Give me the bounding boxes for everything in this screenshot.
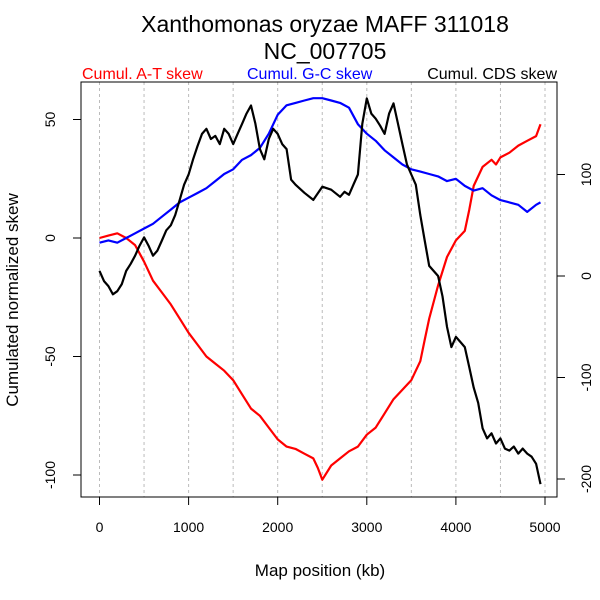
x-tick-label: 3000 <box>351 519 382 535</box>
chart-subtitle: NC_007705 <box>264 38 387 64</box>
series-line-cumul-a-t-skew <box>99 123 542 481</box>
x-tick-label: 0 <box>96 519 104 535</box>
y-right-tick-label: -100 <box>578 363 594 391</box>
chart-title: Xanthomonas oryzae MAFF 311018 <box>141 11 509 37</box>
y-left-tick-label: 50 <box>42 112 58 128</box>
series-layer <box>98 97 542 485</box>
legend-cds-skew: Cumul. CDS skew <box>427 66 557 83</box>
legend-at-skew: Cumul. A-T skew <box>82 66 203 83</box>
y-left-tick-label: 0 <box>42 234 58 242</box>
y-right-tick-label: -200 <box>578 465 594 493</box>
y-right-tick-label: 0 <box>578 272 594 280</box>
y-right-tick-label: 100 <box>578 163 594 187</box>
grid-lines <box>99 82 546 497</box>
y-axis-right: 100 0 -100 -200 <box>557 163 594 493</box>
x-tick-label: 1000 <box>173 519 204 535</box>
legend-gc-skew: Cumul. G-C skew <box>247 66 373 83</box>
x-tick-label: 5000 <box>529 519 560 535</box>
series-line-cumul-g-c-skew <box>99 97 542 244</box>
y-axis-label: Cumulated normalized skew <box>3 193 22 407</box>
x-axis-label: Map position (kb) <box>255 561 385 580</box>
x-tick-label: 2000 <box>262 519 293 535</box>
x-axis: 0 1000 2000 3000 4000 5000 <box>96 496 561 535</box>
y-left-tick-label: -100 <box>42 461 58 489</box>
y-left-tick-label: -50 <box>42 346 58 366</box>
y-axis-left: 50 0 -50 -100 <box>42 112 81 489</box>
x-tick-label: 4000 <box>440 519 471 535</box>
series-line-cumul-cds-skew <box>98 97 542 485</box>
